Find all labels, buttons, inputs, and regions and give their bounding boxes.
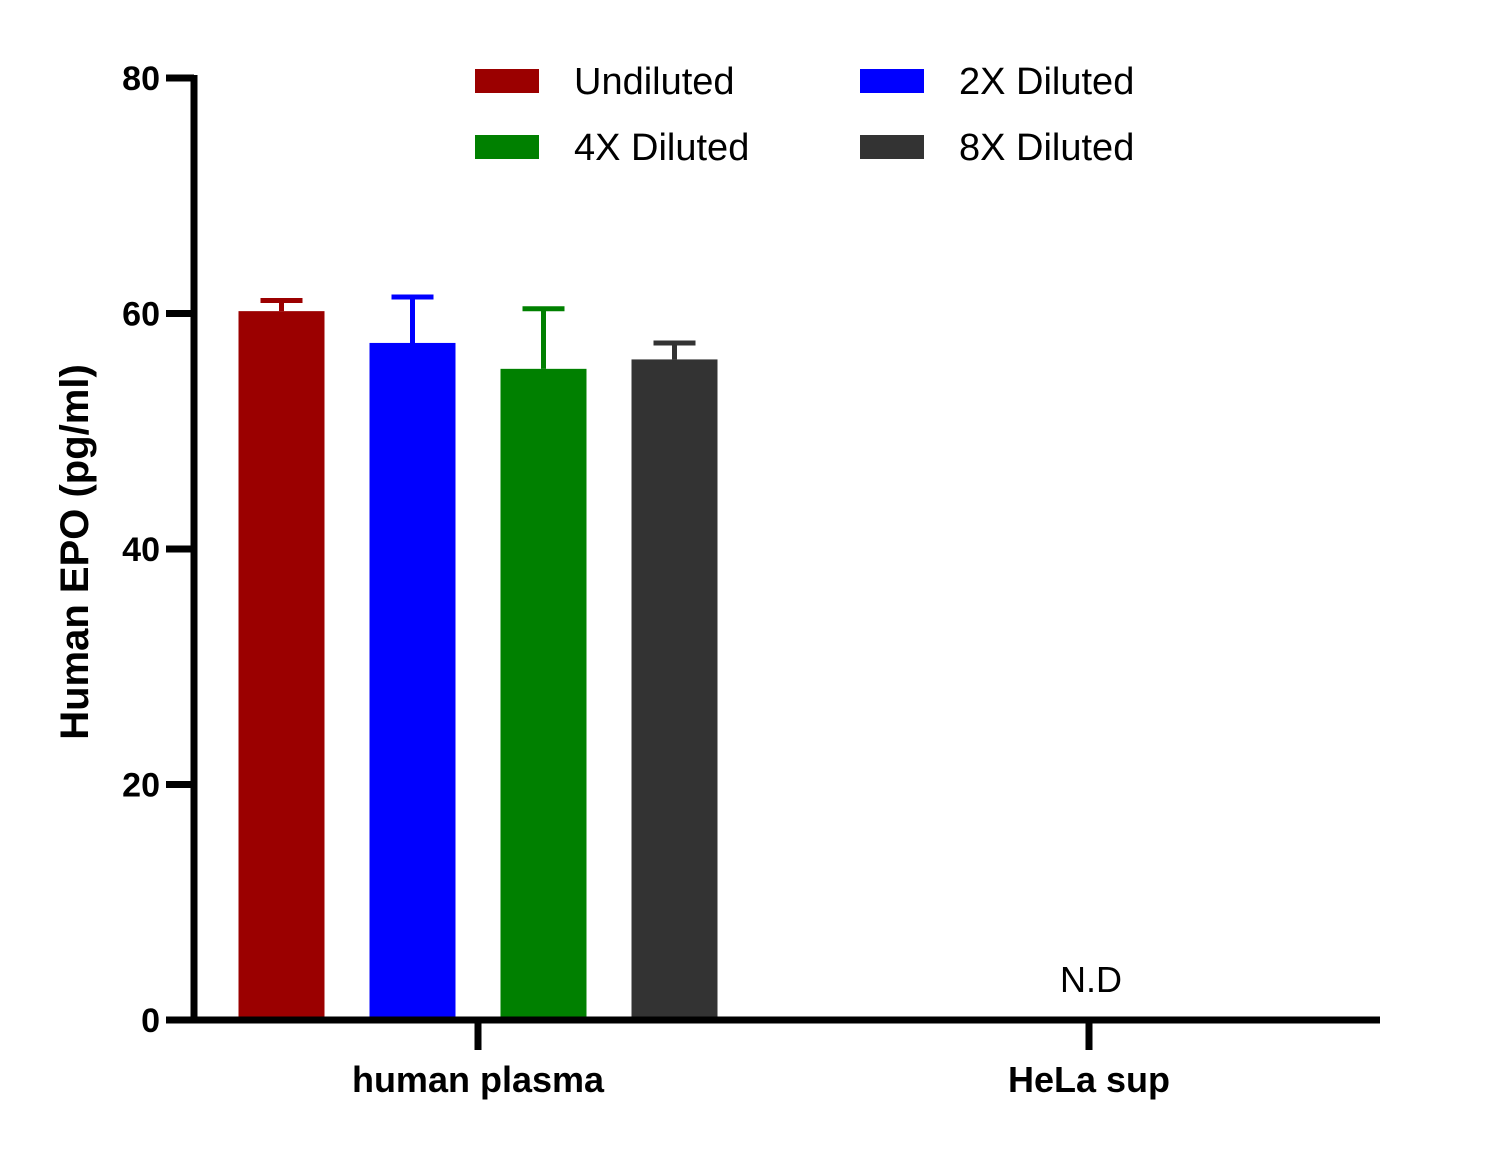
bar xyxy=(500,368,587,1020)
legend-label: 2X Diluted xyxy=(959,61,1134,103)
y-tick-label: 60 xyxy=(122,296,160,334)
y-tick-label: 40 xyxy=(122,531,160,569)
bar xyxy=(238,311,325,1020)
legend-swatch xyxy=(475,69,539,93)
legend-label: 8X Diluted xyxy=(959,127,1134,169)
annotation-label: N.D xyxy=(1060,959,1122,1000)
y-tick-label: 80 xyxy=(122,60,160,98)
y-tick-label: 20 xyxy=(122,767,160,805)
legend-swatch xyxy=(860,69,924,93)
legend-swatch xyxy=(860,135,924,159)
y-tick-label: 0 xyxy=(141,1002,160,1040)
y-axis-title: Human EPO (pg/ml) xyxy=(53,364,97,740)
legend-label: 4X Diluted xyxy=(574,127,749,169)
legend-label: Undiluted xyxy=(574,61,735,103)
x-tick-label: HeLa sup xyxy=(1008,1059,1170,1100)
bars-layer: N.D xyxy=(238,294,1122,1020)
legend-swatch xyxy=(475,135,539,159)
bar xyxy=(631,359,718,1020)
legend: Undiluted 2X Diluted 4X Diluted 8X Diluted xyxy=(475,61,1134,169)
bar xyxy=(369,342,456,1020)
axes-layer: 0 20 40 60 80 human plasma HeLa sup xyxy=(122,60,1380,1100)
x-tick-label: human plasma xyxy=(352,1059,605,1100)
